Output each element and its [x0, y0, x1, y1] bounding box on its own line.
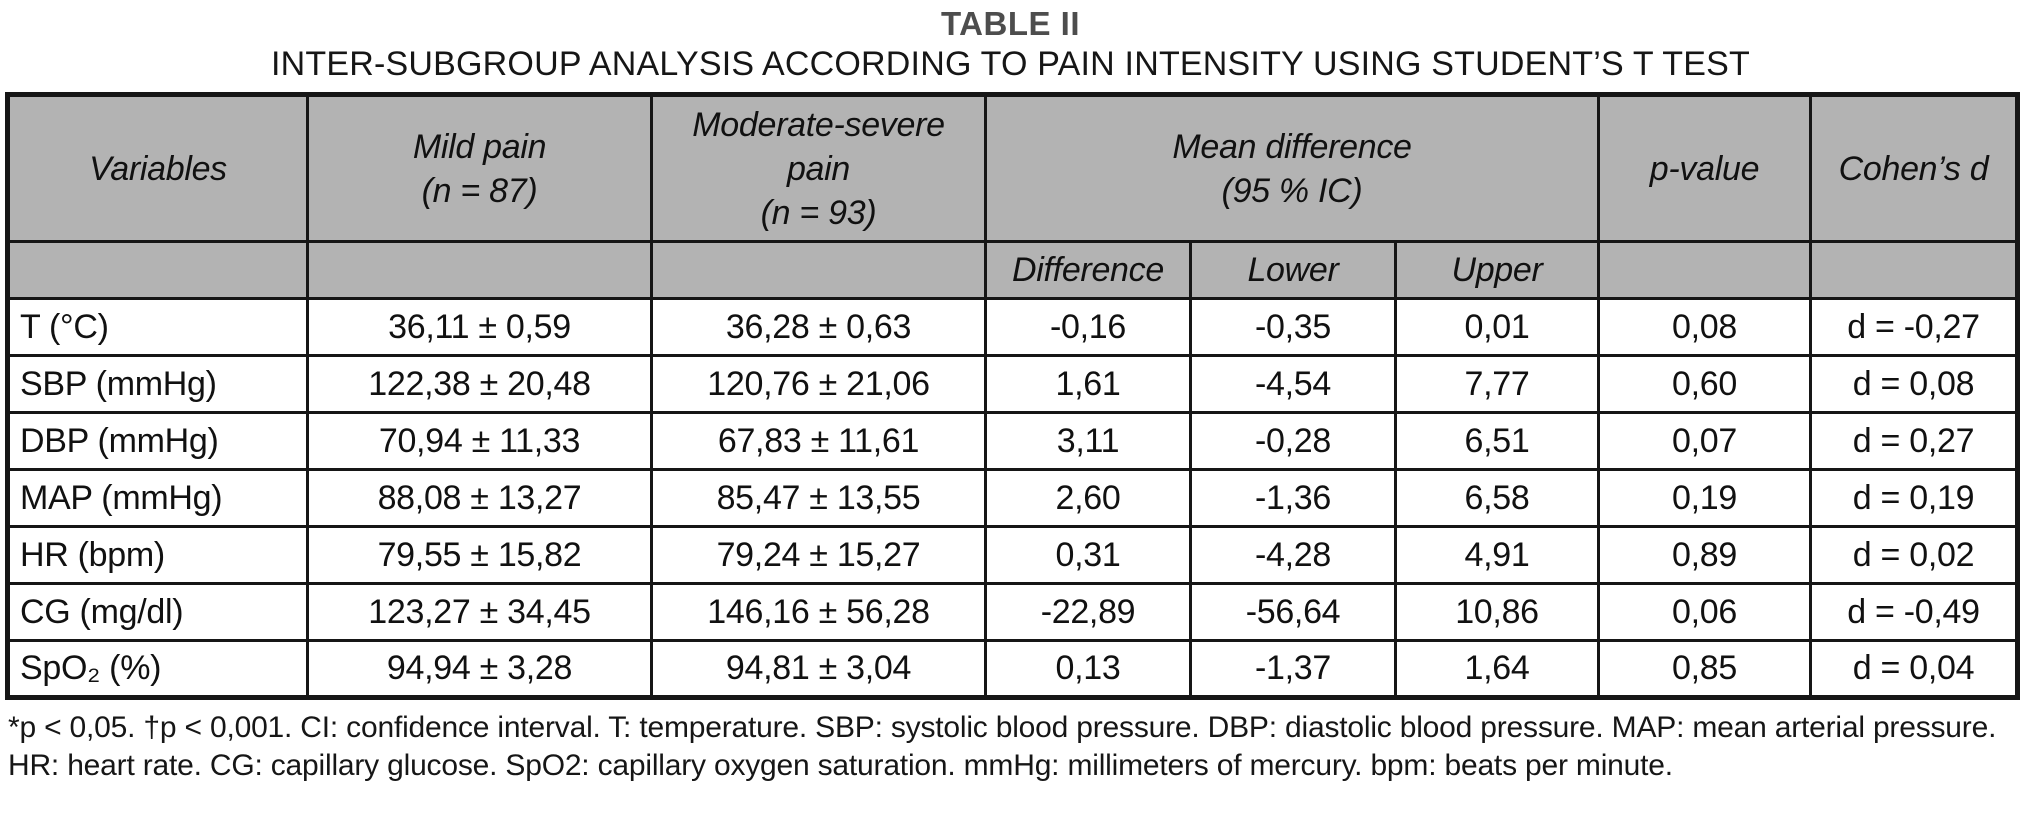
cell-upper: 6,51 [1394, 411, 1600, 471]
subheader-empty-cohens-d [1809, 240, 2019, 300]
cell-variable: T (°C) [6, 297, 309, 357]
subheader-empty-mild [306, 240, 653, 300]
subheader-empty-p-value [1597, 240, 1812, 300]
subheader-lower: Lower [1189, 240, 1397, 300]
cell-p-value: 0,19 [1597, 468, 1812, 528]
cell-cohens-d: d = 0,08 [1809, 354, 2019, 414]
cell-lower: -4,28 [1189, 525, 1397, 585]
table-subtitle: INTER-SUBGROUP ANALYSIS ACCORDING TO PAI… [271, 45, 1750, 83]
cell-variable: DBP (mmHg) [6, 411, 309, 471]
cell-moderate: 36,28 ± 0,63 [650, 297, 987, 357]
cell-p-value: 0,08 [1597, 297, 1812, 357]
cell-cohens-d: d = -0,27 [1809, 297, 2019, 357]
cell-mild: 123,27 ± 34,45 [306, 582, 653, 642]
cell-moderate: 146,16 ± 56,28 [650, 582, 987, 642]
subheader-difference: Difference [984, 240, 1192, 300]
table-row-cg: CG (mg/dl) 123,27 ± 34,45 146,16 ± 56,28… [6, 582, 2019, 642]
cell-moderate: 67,83 ± 11,61 [650, 411, 987, 471]
table-row-sbp: SBP (mmHg) 122,38 ± 20,48 120,76 ± 21,06… [6, 354, 2019, 414]
subheader-empty-moderate [650, 240, 987, 300]
cell-upper: 6,58 [1394, 468, 1600, 528]
cell-difference: -0,16 [984, 297, 1192, 357]
cell-variable: MAP (mmHg) [6, 468, 309, 528]
cell-variable: SBP (mmHg) [6, 354, 309, 414]
cell-variable: HR (bpm) [6, 525, 309, 585]
cell-p-value: 0,85 [1597, 639, 1812, 699]
table-row-spo2: SpO₂ (%) 94,94 ± 3,28 94,81 ± 3,04 0,13 … [6, 639, 2019, 699]
cell-upper: 7,77 [1394, 354, 1600, 414]
cell-cohens-d: d = 0,02 [1809, 525, 2019, 585]
cell-p-value: 0,60 [1597, 354, 1812, 414]
header-variables: Variables [6, 93, 309, 243]
cell-mild: 122,38 ± 20,48 [306, 354, 653, 414]
header-row-main: Variables Mild pain (n = 87) Moderate-se… [6, 93, 2019, 243]
cell-upper: 10,86 [1394, 582, 1600, 642]
cell-cohens-d: d = -0,49 [1809, 582, 2019, 642]
cell-variable: SpO₂ (%) [6, 639, 309, 699]
cell-difference: 2,60 [984, 468, 1192, 528]
table-row-dbp: DBP (mmHg) 70,94 ± 11,33 67,83 ± 11,61 3… [6, 411, 2019, 471]
cell-lower: -1,37 [1189, 639, 1397, 699]
cell-difference: 0,13 [984, 639, 1192, 699]
header-moderate-severe-pain: Moderate-severe pain (n = 93) [650, 93, 987, 243]
cell-p-value: 0,89 [1597, 525, 1812, 585]
data-table: Variables Mild pain (n = 87) Moderate-se… [5, 92, 2020, 700]
cell-p-value: 0,07 [1597, 411, 1812, 471]
cell-moderate: 94,81 ± 3,04 [650, 639, 987, 699]
table-title: TABLE II [940, 5, 1081, 42]
cell-moderate: 85,47 ± 13,55 [650, 468, 987, 528]
cell-difference: 1,61 [984, 354, 1192, 414]
subheader-upper: Upper [1394, 240, 1600, 300]
cell-cohens-d: d = 0,04 [1809, 639, 2019, 699]
cell-upper: 1,64 [1394, 639, 1600, 699]
cell-mild: 88,08 ± 13,27 [306, 468, 653, 528]
cell-mild: 70,94 ± 11,33 [306, 411, 653, 471]
cell-difference: -22,89 [984, 582, 1192, 642]
cell-lower: -56,64 [1189, 582, 1397, 642]
cell-lower: -1,36 [1189, 468, 1397, 528]
cell-difference: 0,31 [984, 525, 1192, 585]
cell-upper: 4,91 [1394, 525, 1600, 585]
table-row-map: MAP (mmHg) 88,08 ± 13,27 85,47 ± 13,55 2… [6, 468, 2019, 528]
header-mild-pain: Mild pain (n = 87) [306, 93, 653, 243]
table-row-temperature: T (°C) 36,11 ± 0,59 36,28 ± 0,63 -0,16 -… [6, 297, 2019, 357]
header-cohens-d: Cohen’s d [1809, 93, 2019, 243]
table-row-hr: HR (bpm) 79,55 ± 15,82 79,24 ± 15,27 0,3… [6, 525, 2019, 585]
cell-moderate: 79,24 ± 15,27 [650, 525, 987, 585]
cell-p-value: 0,06 [1597, 582, 1812, 642]
cell-mild: 94,94 ± 3,28 [306, 639, 653, 699]
cell-lower: -4,54 [1189, 354, 1397, 414]
cell-moderate: 120,76 ± 21,06 [650, 354, 987, 414]
cell-mild: 36,11 ± 0,59 [306, 297, 653, 357]
cell-cohens-d: d = 0,19 [1809, 468, 2019, 528]
cell-upper: 0,01 [1394, 297, 1600, 357]
cell-lower: -0,35 [1189, 297, 1397, 357]
cell-lower: -0,28 [1189, 411, 1397, 471]
header-row-sub: Difference Lower Upper [6, 240, 2019, 300]
cell-cohens-d: d = 0,27 [1809, 411, 2019, 471]
cell-difference: 3,11 [984, 411, 1192, 471]
header-mean-difference: Mean difference (95 % IC) [984, 93, 1600, 243]
cell-variable: CG (mg/dl) [6, 582, 309, 642]
subheader-empty-variables [6, 240, 309, 300]
cell-mild: 79,55 ± 15,82 [306, 525, 653, 585]
table-footnote: *p < 0,05. †p < 0,001. CI: confidence in… [8, 711, 1997, 782]
header-p-value: p-value [1597, 93, 1812, 243]
